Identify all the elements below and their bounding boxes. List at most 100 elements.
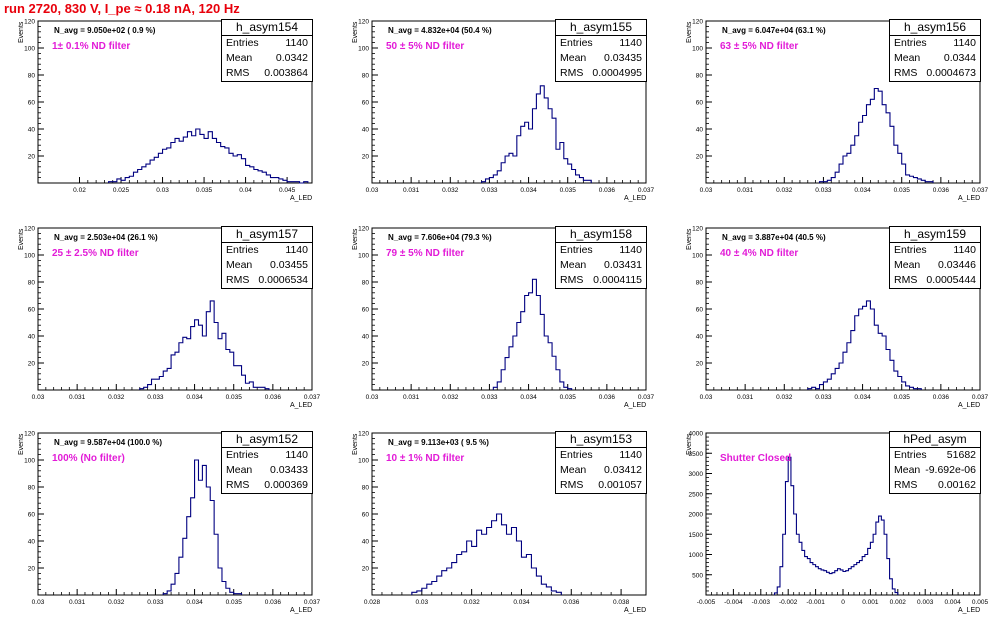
stat-value: 1140 [619, 244, 642, 256]
x-tick-label: 0.033 [481, 394, 498, 401]
y-tick-label: 4000 [689, 431, 704, 438]
stat-row-mean: Mean 0.03446 [890, 258, 980, 273]
filter-label: 79 ± 5% ND filter [386, 248, 465, 259]
stat-label: Mean [894, 464, 921, 476]
y-tick-label: 80 [28, 280, 36, 287]
stat-row-entries: Entries 1140 [556, 243, 646, 258]
x-tick-label: 0.032 [442, 394, 459, 401]
stat-label: Mean [226, 52, 253, 64]
x-tick-label: 0.037 [638, 394, 655, 401]
stat-value: 0.0005444 [926, 274, 976, 286]
histogram-series [492, 278, 573, 390]
x-tick-label: 0.035 [894, 394, 911, 401]
stat-value: 0.0004115 [593, 274, 642, 286]
x-tick-label: 0.035 [560, 187, 577, 194]
stat-box-title: h_asym155 [556, 20, 646, 36]
stat-label: Mean [894, 52, 921, 64]
filter-label: 40 ± 4% ND filter [720, 248, 799, 259]
stat-row-entries: Entries 1140 [222, 243, 312, 258]
stat-value: 0.0342 [275, 52, 308, 64]
x-tick-label: 0.002 [890, 599, 907, 606]
stat-value: 1140 [285, 244, 308, 256]
y-tick-label: 80 [28, 485, 36, 492]
filter-label: 63 ± 5% ND filter [720, 41, 799, 52]
y-tick-label: 3000 [689, 471, 704, 478]
stat-box: h_asym155 Entries 1140 Mean 0.03435 RMS 0.0004… [555, 19, 647, 82]
run-title: run 2720, 830 V, I_pe ≈ 0.18 nA, 120 Hz [4, 1, 240, 16]
stat-row-rms: RMS 0.0006534 [222, 273, 312, 288]
x-tick-label: 0.03 [32, 394, 45, 401]
x-tick-label: 0.031 [737, 394, 754, 401]
filter-label: 10 ± 1% ND filter [386, 453, 465, 464]
y-tick-label: 1500 [689, 532, 704, 539]
stat-box-title: hPed_asym [890, 432, 980, 448]
x-tick-label: -0.001 [806, 599, 825, 606]
y-tick-label: 120 [692, 19, 703, 26]
y-tick-label: 80 [362, 73, 370, 80]
filter-label: Shutter Closed [720, 453, 792, 464]
stat-box-title: h_asym152 [222, 432, 312, 448]
y-tick-label: 100 [24, 458, 35, 465]
x-tick-label: -0.004 [724, 599, 743, 606]
stat-row-entries: Entries 1140 [222, 36, 312, 51]
stat-box-title: h_asym158 [556, 227, 646, 243]
x-tick-label: 0.03 [700, 394, 713, 401]
y-tick-label: 2000 [689, 512, 704, 519]
stat-row-mean: Mean 0.0342 [222, 51, 312, 66]
x-axis-label: A_LED [290, 607, 313, 614]
x-tick-label: 0.004 [944, 599, 961, 606]
stat-label: RMS [560, 479, 584, 491]
stat-value: 0.0006534 [258, 274, 308, 286]
x-tick-label: 0.036 [933, 394, 950, 401]
y-tick-label: 20 [696, 154, 704, 161]
stat-value: 0.003864 [264, 67, 308, 79]
stat-label: RMS [226, 274, 250, 286]
stat-value: 0.03412 [604, 464, 642, 476]
x-tick-label: 0.001 [862, 599, 879, 606]
x-tick-label: 0.005 [972, 599, 989, 606]
stat-box-title: h_asym153 [556, 432, 646, 448]
x-tick-label: 0.025 [113, 187, 130, 194]
y-tick-label: 20 [362, 566, 370, 573]
x-axis-label: A_LED [290, 402, 313, 409]
stat-label: Mean [894, 259, 921, 271]
stat-label: RMS [226, 67, 250, 79]
stat-label: Entries [894, 37, 927, 49]
filter-label: 25 ± 2.5% ND filter [52, 248, 139, 259]
stat-box-title: h_asym156 [890, 20, 980, 36]
navg-label: N_avg = 6.047e+04 (63.1 %) [722, 26, 826, 35]
stat-label: Entries [560, 449, 593, 461]
histogram-series [108, 128, 309, 184]
stat-label: Entries [894, 449, 927, 461]
stat-value: 0.03446 [938, 259, 976, 271]
x-tick-label: 0.033 [815, 394, 832, 401]
stat-row-entries: Entries 1140 [890, 243, 980, 258]
y-tick-label: 40 [362, 127, 370, 134]
y-tick-label: 80 [28, 73, 36, 80]
y-tick-label: 20 [28, 361, 36, 368]
stat-row-entries: Entries 51682 [890, 448, 980, 463]
y-tick-label: 3500 [689, 451, 704, 458]
stat-row-mean: Mean 0.03433 [222, 463, 312, 478]
y-tick-label: 80 [696, 280, 704, 287]
y-tick-label: 100 [358, 458, 369, 465]
x-tick-label: 0.03 [32, 599, 45, 606]
stat-label: RMS [894, 479, 918, 491]
x-tick-label: 0.031 [737, 187, 754, 194]
stat-row-entries: Entries 1140 [890, 36, 980, 51]
y-axis-label: Events [686, 433, 693, 455]
x-tick-label: 0.032 [776, 394, 793, 401]
stat-row-mean: Mean 0.03431 [556, 258, 646, 273]
stat-value: 51682 [946, 449, 976, 461]
stat-value: 1140 [953, 244, 976, 256]
y-tick-label: 40 [28, 539, 36, 546]
x-tick-label: 0.037 [638, 187, 655, 194]
y-tick-label: 60 [696, 100, 704, 107]
x-tick-label: 0.03 [366, 394, 379, 401]
stat-label: Entries [226, 244, 259, 256]
